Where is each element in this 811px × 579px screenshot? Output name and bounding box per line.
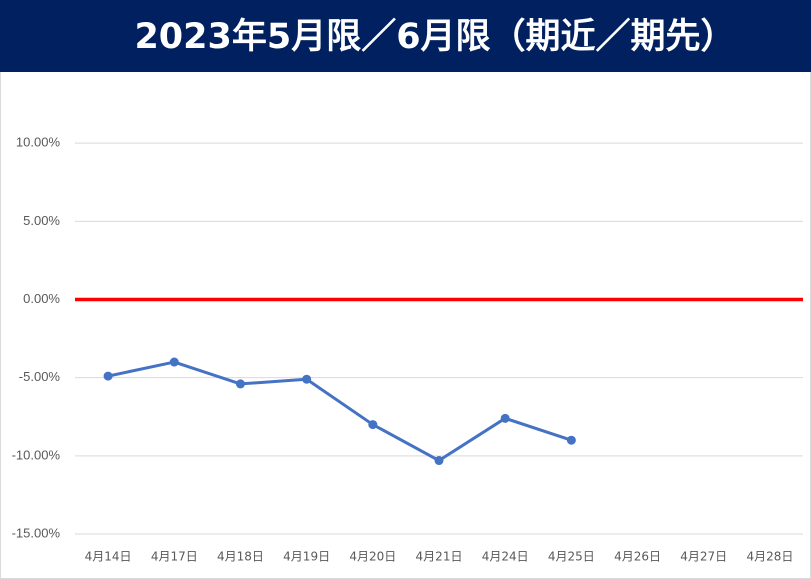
y-tick-label: -15.00% [12,525,61,540]
x-tick-label: 4月26日 [614,550,661,564]
x-tick-label: 4月24日 [482,550,529,564]
y-tick-label: -5.00% [19,369,61,384]
chart-title: 2023年5月限／6月限（期近／期先） [134,17,735,57]
data-point [235,379,245,389]
x-tick-label: 4月21日 [416,550,463,564]
x-tick-label: 4月18日 [217,550,264,564]
y-tick-label: 0.00% [23,291,60,306]
x-tick-label: 4月25日 [548,550,595,564]
data-point [500,413,510,423]
data-point [566,435,576,445]
x-tick-label: 4月19日 [283,550,330,564]
data-point [103,371,113,381]
x-tick-label: 4月20日 [349,550,396,564]
x-tick-label: 4月17日 [151,550,198,564]
x-tick-label: 4月14日 [85,550,132,564]
x-tick-label: 4月28日 [746,550,793,564]
series-line [107,360,572,463]
data-point [434,456,444,466]
y-tick-label: -10.00% [12,447,61,462]
data-point [302,374,312,384]
y-tick-label: 5.00% [23,213,60,228]
title-bar [0,0,811,72]
data-point [368,420,378,430]
data-point [169,357,179,367]
x-tick-label: 4月27日 [680,550,727,564]
y-tick-label: 10.00% [16,135,61,150]
